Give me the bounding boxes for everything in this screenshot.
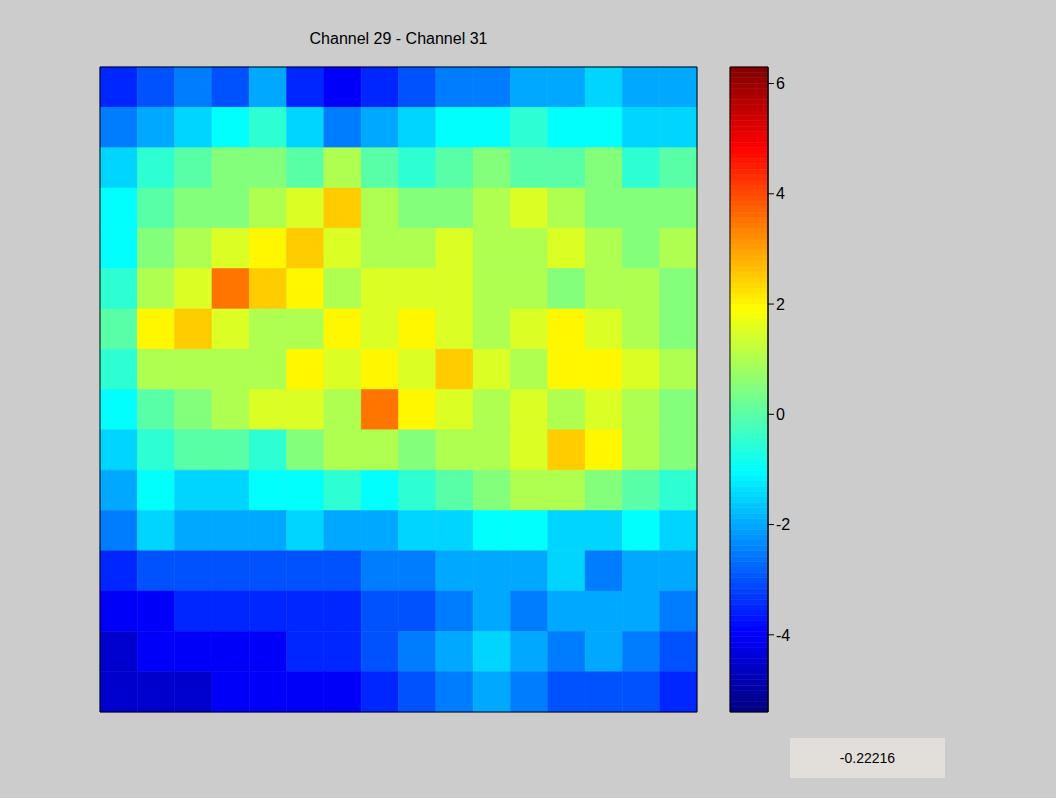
html-text:Channel 29 - Channel 31: Channel 29 - Channel 31 [309, 30, 488, 47]
svg-text:-4: -4 [776, 627, 790, 644]
svg-text:0: 0 [776, 406, 785, 423]
html-text:-0.22216: -0.22216 [839, 750, 896, 766]
svg-text:4: 4 [776, 185, 785, 202]
svg-text:-2: -2 [776, 516, 790, 533]
svg-text:2: 2 [776, 296, 785, 313]
svg-text:6: 6 [776, 75, 785, 92]
